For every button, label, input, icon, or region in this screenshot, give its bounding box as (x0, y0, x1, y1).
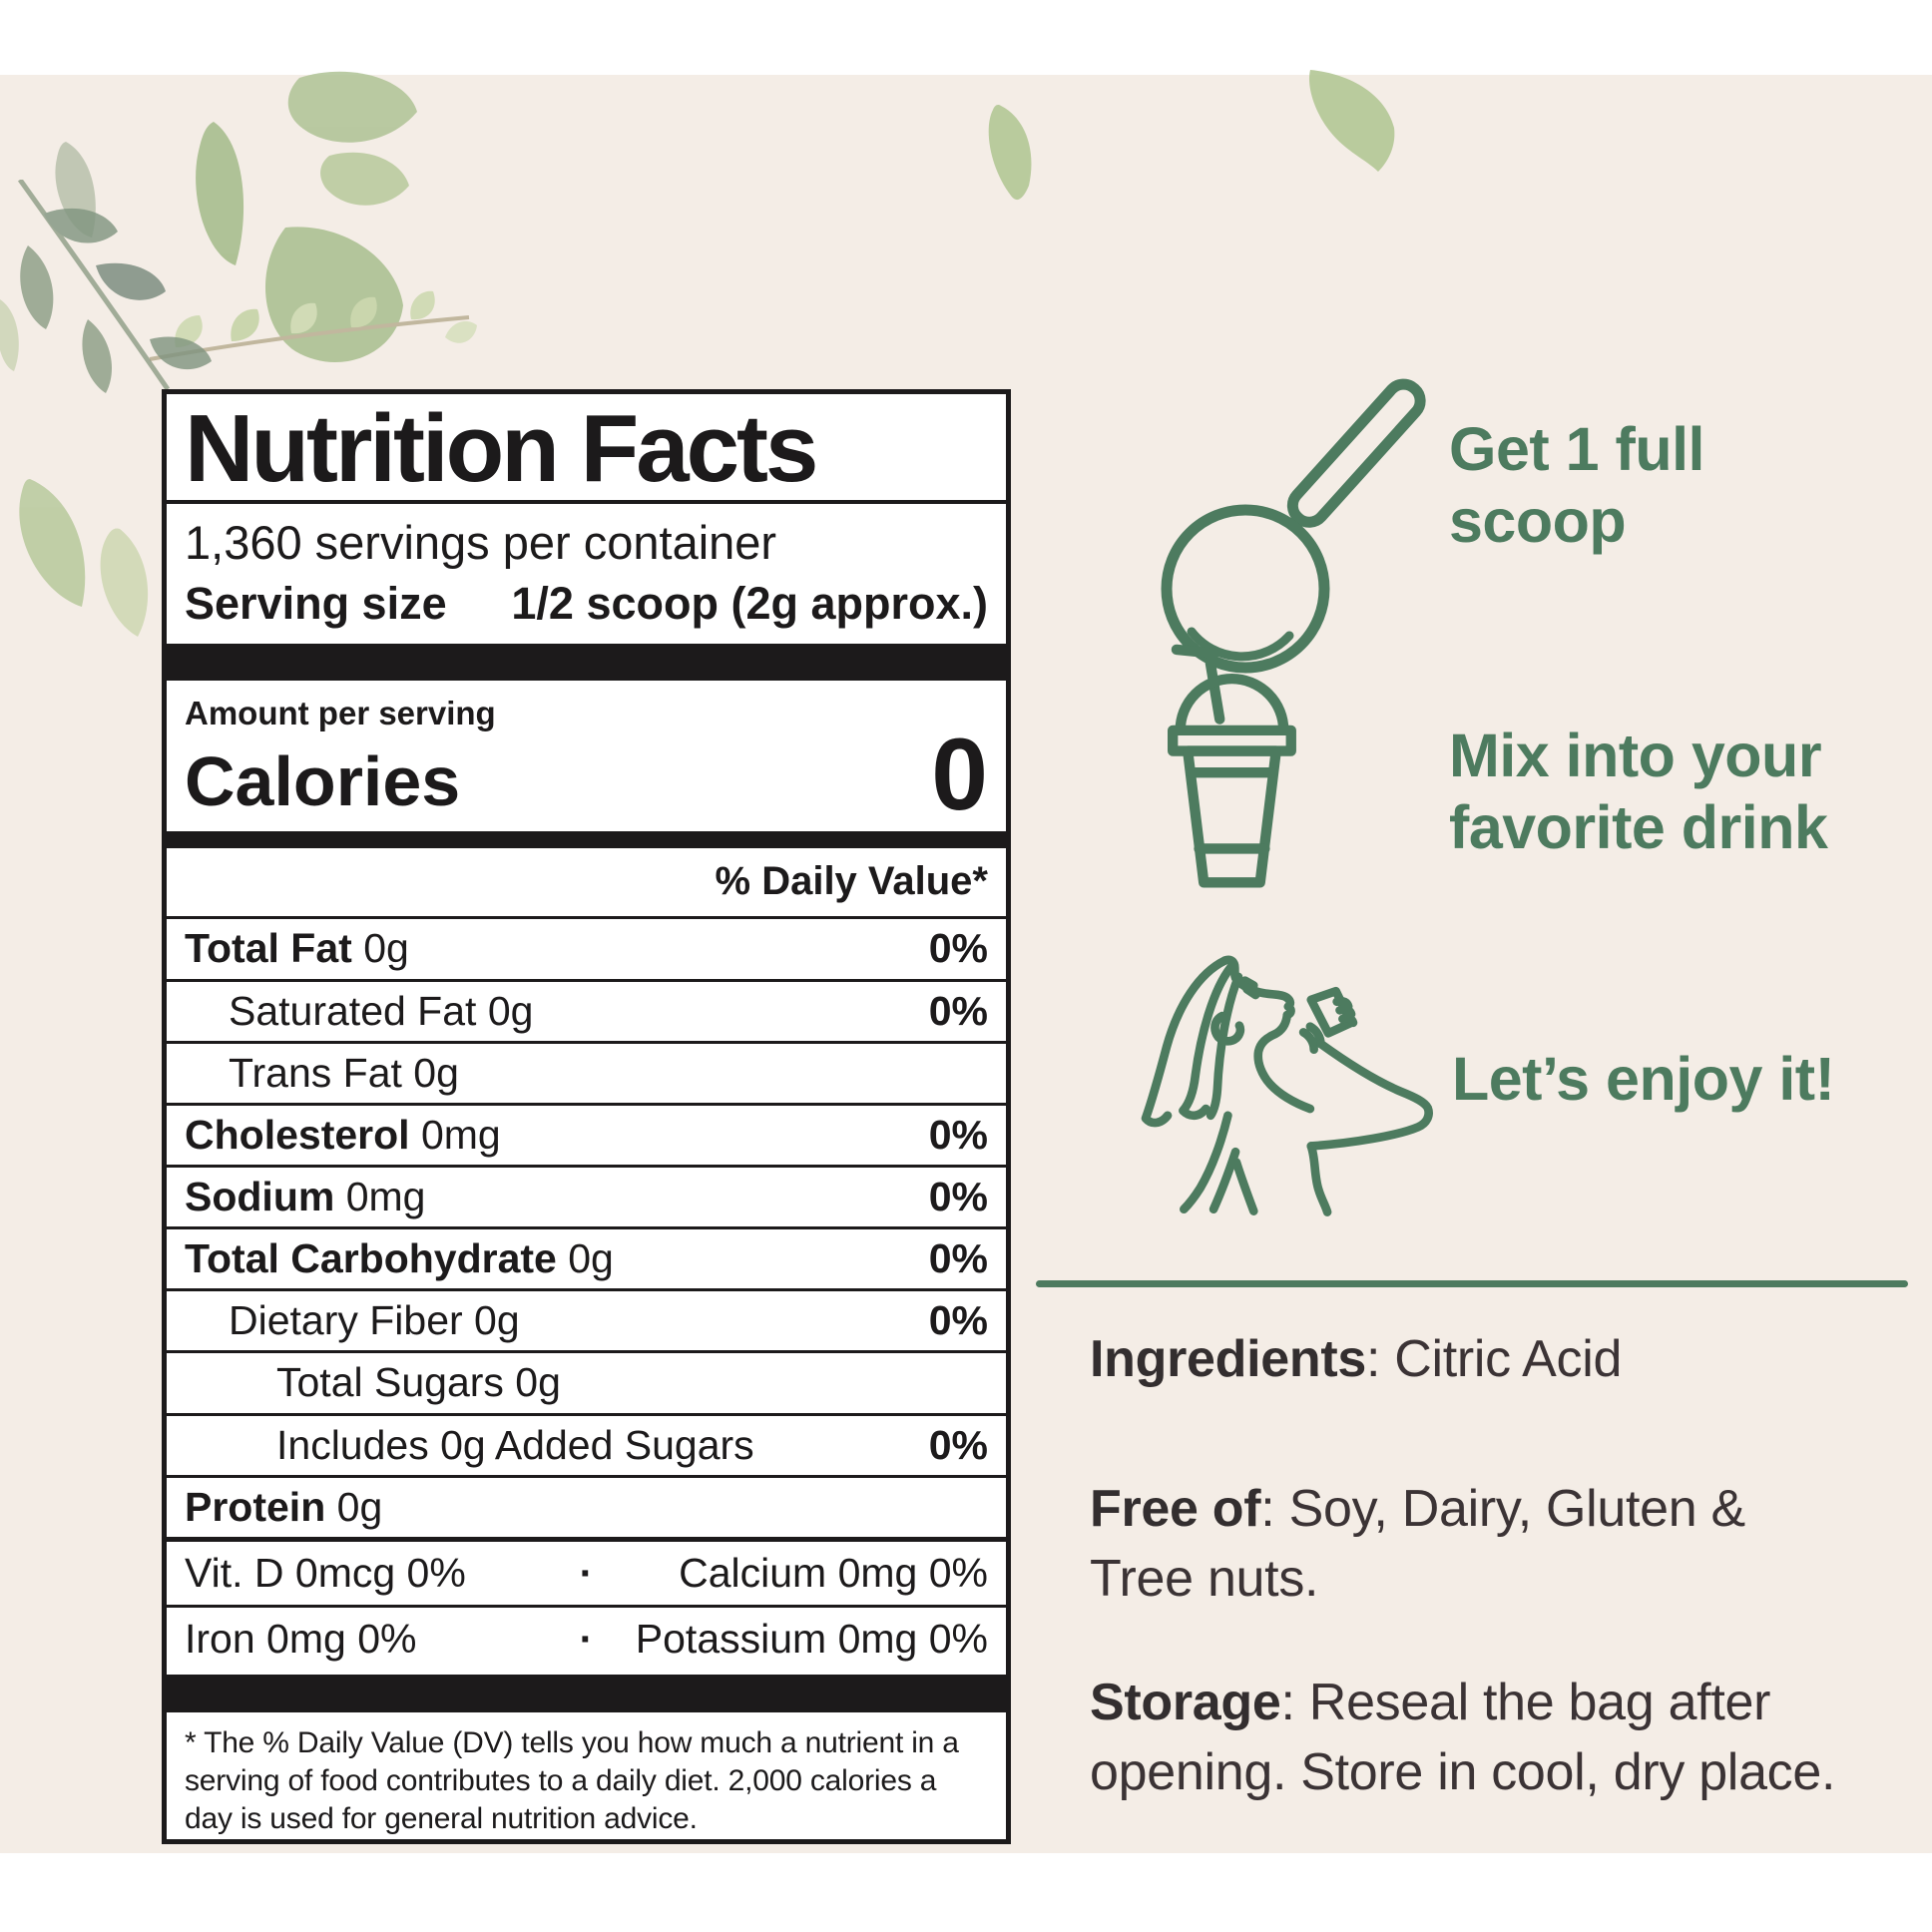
table-row: Total Sugars 0g (167, 1350, 1006, 1412)
step-label-get-scoop: Get 1 full scoop (1449, 415, 1704, 555)
ingredients-value: : Citric Acid (1365, 1330, 1623, 1388)
daily-value-footnote: * The % Daily Value (DV) tells you how m… (185, 1726, 959, 1835)
micronutrient-row: Vit. D 0mcg 0% · Calcium 0mg 0% (167, 1536, 1006, 1605)
calories-value: 0 (931, 717, 988, 831)
servings-per-container: 1,360 servings per container (185, 515, 777, 569)
ingredients-text: Ingredients: Citric Acid (1090, 1325, 1908, 1395)
table-row: Total Fat 0g 0% (167, 916, 1006, 978)
title-rule (167, 499, 1006, 504)
micronutrient-row: Iron 0mg 0% · Potassium 0mg 0% (167, 1605, 1006, 1671)
table-row: Dietary Fiber 0g 0% (167, 1288, 1006, 1350)
free-of-text: Free of: Soy, Dairy, Gluten & Tree nuts. (1090, 1475, 1848, 1614)
free-of-value: : Soy, Dairy, Gluten & Tree nuts. (1090, 1480, 1745, 1608)
nutrition-facts-label: Nutrition Facts 1,360 servings per conta… (162, 389, 1011, 1844)
calories-row: Calories 0 (167, 717, 1006, 831)
serving-size-label: Serving size (185, 577, 447, 629)
amount-per-serving-label: Amount per serving (185, 694, 496, 731)
storage-value: : Reseal the bag after opening. Store in… (1090, 1674, 1836, 1801)
daily-value-header: % Daily Value* (715, 859, 988, 904)
serving-size-row: Serving size 1/2 scoop (2g approx.) (167, 570, 1006, 644)
free-of-label: Free of (1090, 1480, 1261, 1538)
medium-divider-bar (167, 831, 1006, 849)
step-label-mix-drink: Mix into your favorite drink (1449, 722, 1828, 861)
table-row: Cholesterol 0mg 0% (167, 1102, 1006, 1165)
table-row: Protein 0g (167, 1474, 1006, 1537)
step-label-enjoy: Let’s enjoy it! (1452, 1045, 1835, 1113)
table-row: Trans Fat 0g (167, 1040, 1006, 1103)
thick-divider-bar (167, 643, 1006, 681)
table-row: Saturated Fat 0g 0% (167, 978, 1006, 1041)
bottom-divider-bar (167, 1675, 1006, 1713)
storage-text: Storage: Reseal the bag after opening. S… (1090, 1669, 1898, 1807)
serving-size-value: 1/2 scoop (2g approx.) (511, 577, 988, 629)
ingredients-label: Ingredients (1090, 1330, 1366, 1388)
table-row: Includes 0g Added Sugars 0% (167, 1412, 1006, 1475)
table-row: Total Carbohydrate 0g 0% (167, 1226, 1006, 1288)
storage-label: Storage (1090, 1674, 1281, 1731)
micronutrient-rows: Vit. D 0mcg 0% · Calcium 0mg 0% Iron 0mg 0%… (167, 1536, 1006, 1671)
nutrition-facts-title: Nutrition Facts (185, 395, 818, 502)
calories-label: Calories (185, 741, 461, 820)
table-row: Sodium 0mg 0% (167, 1165, 1006, 1226)
section-divider (1036, 1280, 1908, 1287)
nutrient-rows: Total Fat 0g 0% Saturated Fat 0g 0% Trans Fa… (167, 916, 1006, 1536)
